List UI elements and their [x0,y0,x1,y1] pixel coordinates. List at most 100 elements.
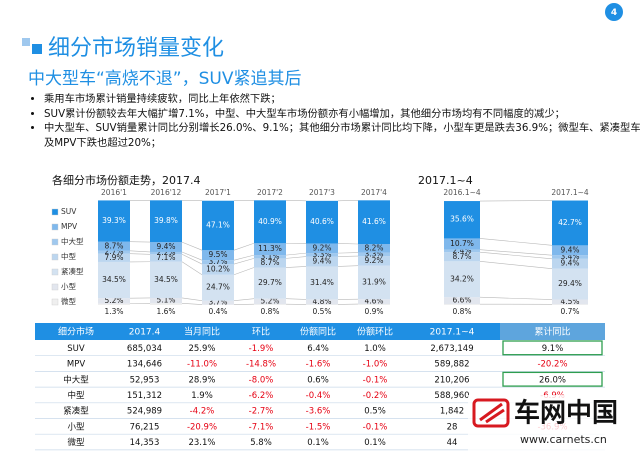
table-header: 当月同比 [184,326,220,338]
data-label: 31.9% [362,277,386,286]
connector [181,303,203,305]
data-label: 0.5% [312,307,331,316]
data-label: 24.7% [206,283,230,292]
data-label: 34.5% [102,275,126,284]
data-label: 5.2% [260,296,279,305]
data-label: 5.1% [156,296,175,305]
watermark-logo [479,402,505,424]
connector [233,258,255,265]
bar-segment [358,299,390,305]
table-cell: 151,312 [127,391,162,401]
bar-segment [306,253,338,257]
connector [181,297,203,301]
table-header-bg [35,323,500,340]
connector [337,255,359,257]
connector [181,241,203,251]
bar-segment [254,258,286,268]
data-label: 10.7% [450,239,474,248]
bar-segment [306,304,338,305]
table-cell: 1,842 [440,407,464,417]
legend-swatch [51,208,59,216]
data-label: 0.4% [208,307,227,316]
connector [233,242,255,251]
legend-label: 中大型 [61,236,84,246]
bullet-list: 乘用车市场累计销量持续疲软，同比上年依然下跌；SUV累计份额较去年大幅扩增7.1… [30,92,640,150]
table-cell: 524,989 [127,407,162,417]
table-cell: 中大型 [63,374,89,385]
table-cell: SUV [67,344,85,354]
legend-swatch [51,238,59,246]
bar-segment [552,304,588,305]
table-cell: 76,215 [130,422,160,432]
bar-segment [98,241,130,251]
table-cell: 中型 [67,390,85,401]
data-label: 7.9% [104,253,123,262]
bullet: 乘用车市场累计销量持续疲软，同比上年依然下跌； [44,92,640,107]
highlight-box [502,340,603,356]
x-tick-label: 2016'12 [151,188,182,197]
table-header: 累计同比 [534,326,570,338]
table-cell: -0.1% [363,375,388,385]
table-cell: 134,646 [127,360,162,370]
table-cell: -20.2% [537,360,567,370]
table-cell: 1.9% [191,391,213,401]
connector [181,261,203,276]
data-label: 5.2% [104,296,123,305]
table-cell: -2.7% [249,407,274,417]
data-label: 1.6% [156,307,175,316]
connector [285,200,307,202]
table-header: 2017.4 [129,328,161,338]
data-label: 6.6% [452,296,471,305]
table-cell: -0.4% [306,391,331,401]
legend-label: 紧凑型 [61,266,84,276]
bar-segment [254,200,286,244]
data-label: 10.2% [206,264,230,273]
table-cell: -1.0% [363,360,388,370]
table-cell: 微型 [67,437,85,448]
connector [285,298,307,300]
chart-title: 2017.1~4 [418,174,473,187]
bar-segment [444,238,480,250]
bullet: SUV累计份额较去年大幅扩增7.1%，中型、中大型车市场份额亦有小幅增加，其他细… [44,107,640,122]
data-label: 29.4% [558,279,582,288]
connector [337,252,359,254]
bar-segment [444,297,480,305]
data-label: 8.7% [452,252,471,261]
bar-segment [552,299,588,305]
table-cell: 14,353 [130,438,160,448]
data-label: 8.7% [260,258,279,267]
bar-segment [202,264,234,275]
table-cell: 0.6% [307,375,329,385]
data-label: 4.6% [364,297,383,306]
title: 细分市场销量变化 [48,36,224,61]
bullet: 中大型车、SUV销量累计同比分别增长26.0%、9.1%；其他细分市场累计同比均… [44,121,640,150]
bar-segment [202,200,234,251]
bar-segment [98,253,130,262]
data-label: 4.8% [312,297,331,306]
x-tick-label: 2017'1 [205,188,231,197]
legend-swatch [51,283,59,291]
bar-segment [98,303,130,305]
bar-segment [358,252,390,257]
connector [129,250,151,253]
watermark-logo [472,398,510,428]
table-cell: -20.9% [187,422,217,432]
connector [181,251,203,261]
legend-swatch [51,253,59,261]
table-cell: -7.1% [249,422,274,432]
table-cell: 2,673,149 [430,344,473,354]
bar-segment [358,304,390,305]
page-number: 4 [611,8,617,18]
legend-label: 中型 [61,251,76,261]
data-label: 3.4% [560,252,579,261]
data-label: 0.9% [364,307,383,316]
bar-segment [306,266,338,300]
table-cell: -3.6% [306,407,331,417]
table-cell: 44 [447,438,458,448]
data-label: 2.2% [156,248,175,257]
data-label: 0.8% [260,307,279,316]
chart-title: 各细分市场份额走势，2017.4 [52,173,201,187]
data-label: 11.3% [258,244,282,253]
